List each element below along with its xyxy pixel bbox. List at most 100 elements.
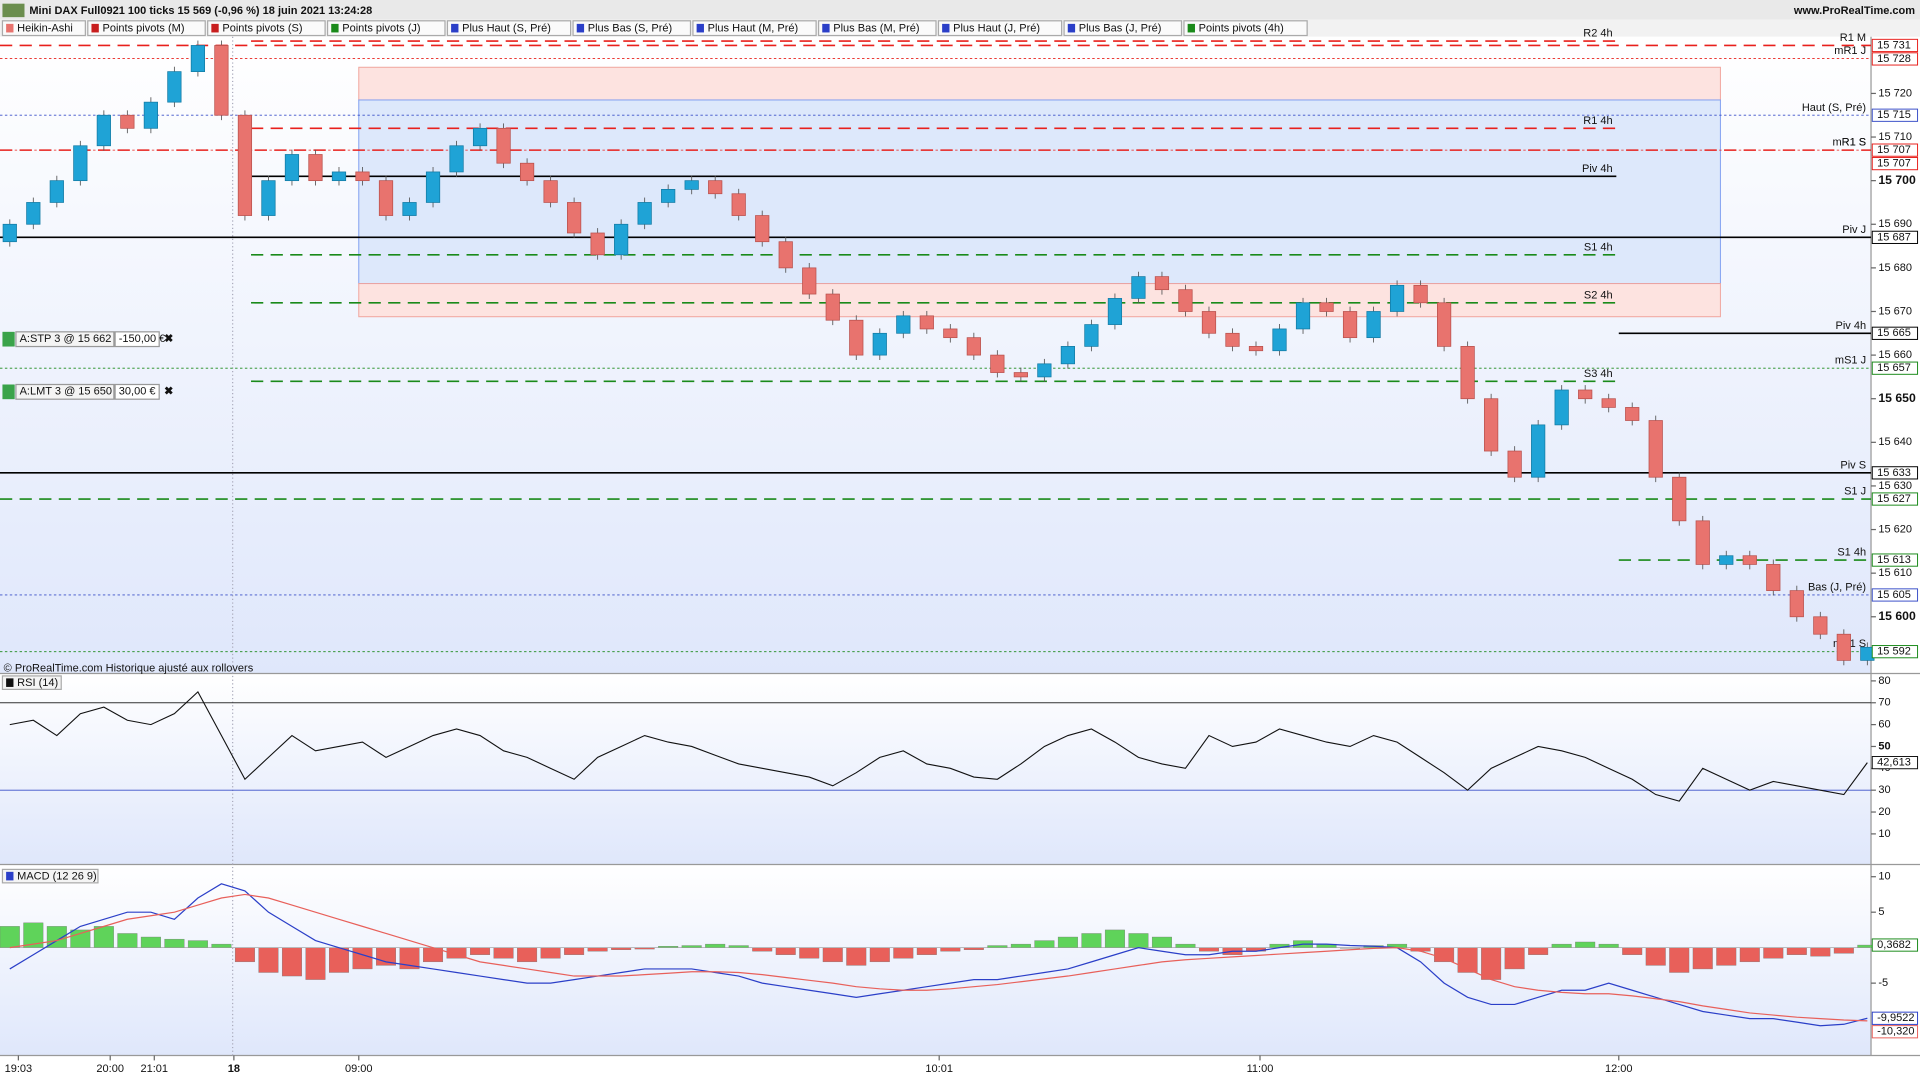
level-label: R1 S [1842,137,1867,149]
price-box-label: 15 592 [1877,646,1911,658]
x-tick-label: 21:01 [140,1063,168,1075]
order-cancel[interactable]: ✖ [164,386,173,398]
y-tick-label: 50 [1878,740,1890,752]
candle [378,180,394,216]
y-tick-label: 15 700 [1878,173,1916,187]
candle [1789,590,1804,618]
macd-bar [1786,947,1807,955]
y-tick-label: 5 [1878,906,1884,918]
order-icon[interactable] [2,331,15,347]
order-icon[interactable] [2,384,15,400]
tab-label: Plus Haut (S, Pré) [462,23,551,35]
y-tick-label: 15 710 [1878,131,1912,143]
price-box [1871,553,1919,567]
candle [919,315,934,330]
tab-swatch [6,23,14,33]
candle [331,171,347,182]
macd-bar [1104,929,1125,948]
order-cancel[interactable]: ✖ [164,333,173,345]
price-box [1871,108,1919,122]
macd-bar [281,947,302,977]
price-box [1871,466,1919,480]
price-box [1871,645,1919,659]
zone [358,99,1721,285]
indicator-tab[interactable] [446,20,572,37]
indicator-tab[interactable] [692,20,817,37]
candle [849,319,864,356]
macd-bar [1645,947,1666,966]
indicator-tab[interactable] [87,20,206,37]
macd-bar [611,947,632,950]
candle [2,223,17,243]
indicator-tab[interactable] [326,20,446,37]
indicator-tab[interactable] [1183,20,1308,37]
candle [1695,520,1710,565]
x-tick-label: 12:00 [1605,1063,1633,1075]
candle [120,114,135,129]
macd-bar [258,947,279,973]
indicator-tab[interactable] [572,20,692,37]
candle [73,145,88,182]
level-label: Haut (S, Pré) [1802,102,1866,114]
indicator-tab[interactable] [1063,20,1183,37]
candle [755,215,770,243]
candle [1813,616,1828,635]
candle [1648,420,1663,478]
candle [966,337,981,356]
candle [1366,311,1381,339]
candle [825,293,840,321]
title-bar [0,0,1920,20]
candle [237,114,253,216]
y-tick-label: 10 [1878,871,1890,883]
price-box [1871,361,1919,375]
rsi-value-label: 42,613 [1877,757,1911,769]
price-box [1871,143,1919,157]
tab-swatch [451,23,459,33]
tab-swatch [331,23,339,33]
candle [355,171,370,182]
macd-bar [305,947,326,980]
macd-bar [752,947,773,952]
indicator-tab[interactable] [937,20,1063,37]
macd-bar [916,947,937,955]
level-label: mS1 J [1835,355,1866,367]
candle [1719,555,1734,565]
x-tick-label: 10:01 [925,1063,953,1075]
rsi-swatch [6,678,14,687]
macd-bar [540,947,561,959]
candle [1037,363,1052,378]
value-box [1871,938,1919,952]
indicator-tab[interactable] [1,20,86,37]
tab-swatch [942,23,950,33]
candle [1460,346,1475,400]
macd-bar [329,947,349,973]
candle [590,232,605,256]
macd-swatch [6,871,14,881]
candle [425,171,441,203]
x-tick-label: 18 [228,1063,240,1075]
macd-bar [517,947,538,963]
macd-bar [681,945,702,948]
macd-bar [775,947,796,955]
indicator-tab[interactable] [817,20,937,37]
tab-swatch [576,23,585,33]
candle [1437,302,1452,347]
macd-bar [1575,941,1596,948]
zone [358,66,1721,101]
candle [731,193,746,216]
level-label: mR1 J [1834,45,1866,57]
macd-bar [93,926,114,948]
site-link[interactable]: www.ProRealTime.com [1793,5,1915,17]
level-label: Piv 4h [1835,320,1866,332]
candle [1295,302,1311,330]
candle [1178,289,1193,312]
candle [896,315,911,334]
indicator-tab[interactable] [207,20,326,37]
y-tick-label: -5 [1878,977,1888,989]
level-label: Piv J [1842,224,1866,236]
macd-bar [493,947,514,959]
level-label: Bas (J, Pré) [1808,582,1866,594]
tab-swatch [1187,23,1195,33]
macd-bar [728,945,749,948]
tab-label: Points pivots (M) [102,23,184,35]
